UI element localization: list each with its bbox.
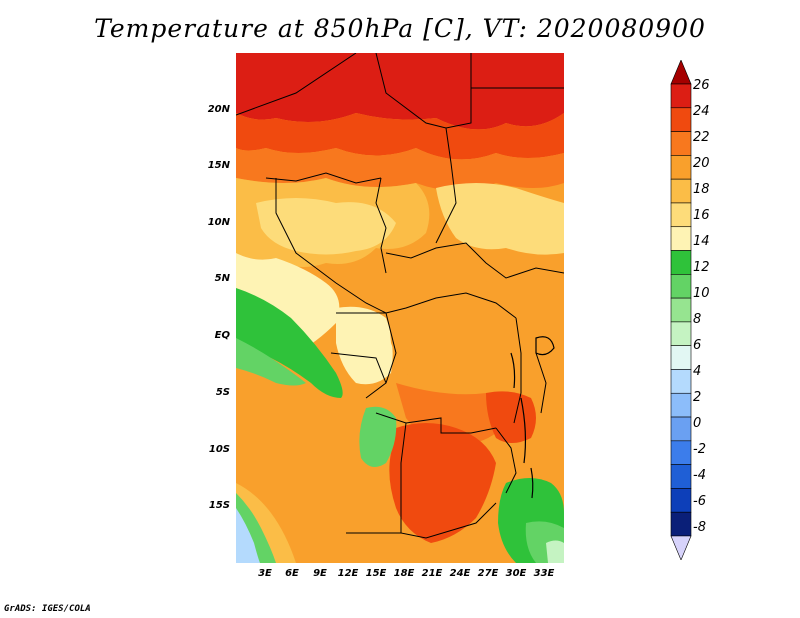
colorbar-label-4: 4 [693, 364, 702, 379]
colorbar-cell-1 [670, 83, 692, 109]
field-10-angola [359, 406, 397, 467]
lat-label-10n: 10N [207, 217, 230, 228]
colorbar-cell-20 [670, 535, 692, 560]
lat-label-10s: 10S [208, 444, 230, 455]
credit-text: GrADS: IGES/COLA [4, 604, 91, 614]
field-20-north [236, 148, 564, 191]
colorbar-label-26: 26 [693, 78, 710, 93]
field-22-south [389, 423, 496, 543]
lat-label-5s: 5S [215, 387, 230, 398]
colorbar-cell-9 [670, 274, 692, 299]
field-22-north [236, 113, 564, 160]
country-borders [236, 53, 564, 539]
colorbar-cell-14 [670, 392, 692, 418]
colorbar-cell-17 [670, 464, 692, 489]
colorbar [670, 60, 692, 560]
lon-label-3e: 3E [258, 568, 272, 579]
lake-outlines [510, 336, 555, 499]
colorbar-label-14: 14 [693, 234, 710, 249]
colorbar-label-6: 6 [693, 338, 702, 353]
colorbar-label-m6: -6 [693, 494, 706, 509]
lon-label-18e: 18E [393, 568, 415, 579]
colorbar-cell-2 [670, 107, 692, 132]
colorbar-cell-4 [670, 155, 692, 180]
lon-label-27e: 27E [477, 568, 499, 579]
colorbar-label-10: 10 [693, 286, 710, 301]
lat-label-15s: 15S [208, 500, 230, 511]
colorbar-cell-0 [670, 60, 692, 85]
colorbar-label-12: 12 [693, 260, 710, 275]
lon-label-33e: 33E [533, 568, 555, 579]
temperature-map [236, 53, 564, 563]
colorbar-cell-13 [670, 369, 692, 394]
colorbar-cell-19 [670, 511, 692, 537]
colorbar-label-16: 16 [693, 208, 710, 223]
field-24-north [236, 53, 564, 130]
lat-label-20n: 20N [207, 104, 230, 115]
lon-label-6e: 6E [285, 568, 299, 579]
map-title: Temperature at 850hPa [C], VT: 202008090… [94, 14, 706, 43]
field-12-atlantic [236, 288, 343, 398]
colorbar-label-m2: -2 [693, 442, 706, 457]
colorbar-label-20: 20 [693, 156, 710, 171]
colorbar-cell-18 [670, 488, 692, 513]
colorbar-cell-3 [670, 131, 692, 156]
lat-label-eq: EQ [214, 330, 230, 341]
field-10-atlantic [236, 338, 306, 386]
lon-label-24e: 24E [449, 568, 471, 579]
colorbar-label-22: 22 [693, 130, 710, 145]
colorbar-cell-10 [670, 297, 692, 323]
colorbar-label-18: 18 [693, 182, 710, 197]
lon-label-12e: 12E [337, 568, 359, 579]
colorbar-cell-5 [670, 178, 692, 204]
colorbar-cell-7 [670, 226, 692, 251]
colorbar-label-0: 0 [693, 416, 702, 431]
lat-label-5n: 5N [214, 273, 230, 284]
lat-label-15n: 15N [207, 160, 230, 171]
colorbar-label-m4: -4 [693, 468, 706, 483]
field-8-se [546, 540, 564, 563]
colorbar-cell-12 [670, 345, 692, 370]
colorbar-cells [670, 60, 692, 560]
colorbar-cell-6 [670, 202, 692, 228]
lon-label-15e: 15E [365, 568, 387, 579]
field-22-east [486, 391, 536, 443]
colorbar-cell-16 [670, 440, 692, 465]
colorbar-label-8: 8 [693, 312, 702, 327]
lon-label-21e: 21E [421, 568, 443, 579]
field-16-nigeria [256, 198, 396, 255]
lon-label-9e: 9E [313, 568, 327, 579]
field-18-interior [386, 278, 564, 398]
temperature-field [236, 53, 564, 563]
colorbar-cell-15 [670, 416, 692, 442]
field-16-east [436, 183, 564, 255]
colorbar-label-24: 24 [693, 104, 710, 119]
field-6-sw [236, 508, 260, 563]
colorbar-label-m8: -8 [693, 520, 706, 535]
colorbar-cell-8 [670, 250, 692, 275]
colorbar-label-2: 2 [693, 390, 702, 405]
lon-label-30e: 30E [505, 568, 527, 579]
colorbar-cell-11 [670, 321, 692, 346]
